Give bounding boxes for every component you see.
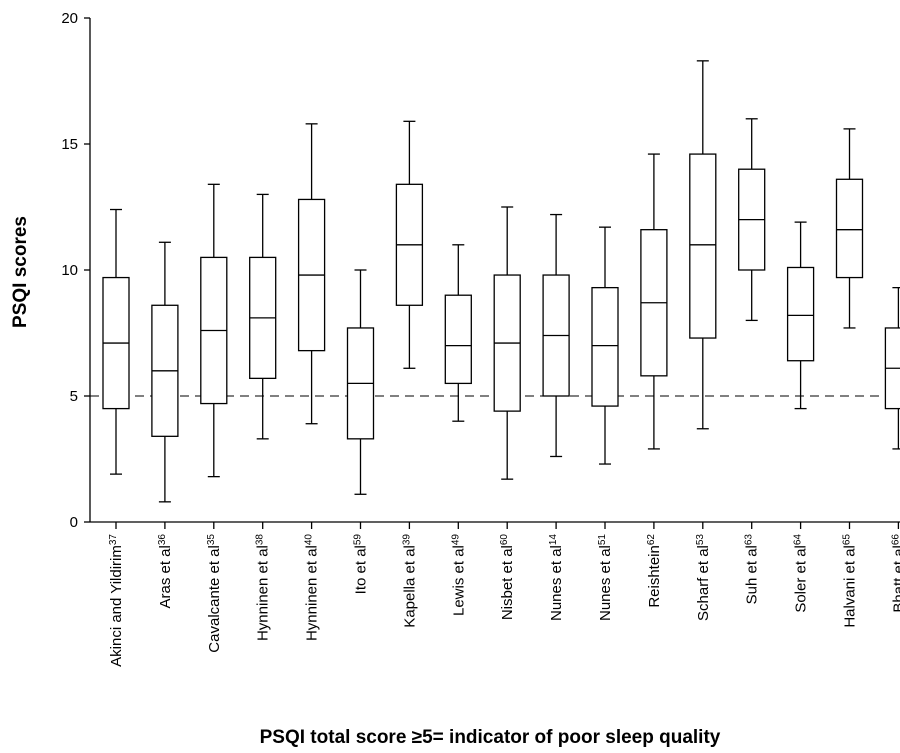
box-3 [200, 183, 228, 478]
box-11 [591, 226, 619, 465]
category-name: Soler et al [793, 545, 810, 613]
iqr-box [835, 178, 864, 279]
category-ref: 35 [206, 534, 217, 546]
x-axis-label: PSQI total score ≥5= indicator of poor s… [260, 727, 721, 748]
x-category-labels: Akinci and Yildirim37 Aras et al36 Cavalca… [108, 522, 900, 667]
category-ref: 37 [108, 534, 119, 546]
category-label: Soler et al64 [793, 534, 810, 613]
iqr-box [689, 153, 717, 339]
box-16 [835, 128, 864, 329]
category-name: Aras et al [157, 545, 174, 608]
y-tick-label: 0 [70, 514, 78, 531]
category-label: Cavalcante et al35 [206, 534, 223, 653]
category-label: Scharf et al53 [695, 534, 712, 621]
box-4 [249, 193, 277, 440]
category-name: Bhatt et al [890, 545, 900, 613]
category-name: Akinci and Yildirim [108, 545, 125, 667]
category-ref: 14 [548, 534, 559, 546]
iqr-box [786, 266, 815, 362]
y-tick-label: 5 [70, 388, 78, 405]
category-name: Kapella et al [401, 545, 418, 628]
category-name: Reishtein [646, 545, 663, 608]
box-8 [444, 244, 472, 422]
category-label: Nisbet et al60 [499, 534, 516, 621]
category-label: Nunes et al14 [548, 534, 565, 621]
category-label: Lewis et al49 [450, 534, 467, 616]
category-name: Nisbet et al [499, 545, 516, 620]
box-6 [346, 269, 375, 495]
y-ticks: 0 5 10 15 20 [61, 10, 90, 531]
box-17 [884, 286, 900, 450]
y-tick-label: 20 [61, 10, 78, 27]
category-name: Ito et al [353, 545, 370, 594]
category-ref: 66 [890, 534, 900, 546]
box-12 [640, 153, 668, 450]
category-ref: 49 [450, 534, 461, 546]
category-ref: 38 [255, 534, 266, 546]
category-name: Scharf et al [695, 545, 712, 621]
category-ref: 60 [499, 534, 510, 546]
box-7 [395, 120, 424, 369]
category-label: Akinci and Yildirim37 [108, 534, 125, 667]
category-name: Hynninen et al [255, 545, 272, 641]
category-label: Hynninen et al38 [255, 534, 272, 641]
box-2 [151, 241, 179, 503]
category-name: Nunes et al [548, 545, 565, 621]
category-ref: 40 [304, 534, 315, 546]
category-label: Hynninen et al40 [304, 534, 321, 641]
y-axis-label: PSQI scores [10, 216, 31, 328]
iqr-box [444, 294, 472, 385]
box-9 [493, 206, 521, 480]
y-tick-label: 15 [61, 136, 78, 153]
category-name: Lewis et al [450, 545, 467, 616]
category-ref: 64 [793, 534, 804, 546]
category-label: Nunes et al51 [597, 534, 614, 621]
category-ref: 62 [646, 534, 657, 546]
category-ref: 63 [744, 534, 755, 546]
boxes [102, 60, 900, 503]
category-ref: 65 [842, 534, 853, 546]
box-13 [689, 60, 717, 430]
y-tick-label: 10 [61, 262, 78, 279]
category-ref: 53 [695, 534, 706, 546]
category-name: Halvani et al [842, 545, 859, 628]
category-label: Reishtein62 [646, 534, 663, 608]
category-ref: 51 [597, 534, 608, 546]
category-name: Cavalcante et al [206, 545, 223, 653]
box-1 [102, 208, 130, 475]
category-ref: 59 [353, 534, 364, 546]
box-14 [738, 118, 766, 322]
box-10 [542, 213, 570, 458]
category-label: Ito et al59 [353, 534, 370, 595]
box-15 [786, 221, 815, 410]
category-ref: 39 [401, 534, 412, 546]
category-label: Bhatt et al66 [890, 534, 900, 613]
category-name: Hynninen et al [304, 545, 321, 641]
category-label: Suh et al63 [744, 534, 761, 605]
box-5 [297, 123, 326, 425]
category-name: Nunes et al [597, 545, 614, 621]
category-name: Suh et al [744, 545, 761, 604]
iqr-box [591, 286, 619, 407]
category-label: Halvani et al65 [842, 534, 859, 628]
category-label: Aras et al36 [157, 534, 174, 609]
category-ref: 36 [157, 534, 168, 546]
category-label: Kapella et al39 [401, 534, 418, 628]
